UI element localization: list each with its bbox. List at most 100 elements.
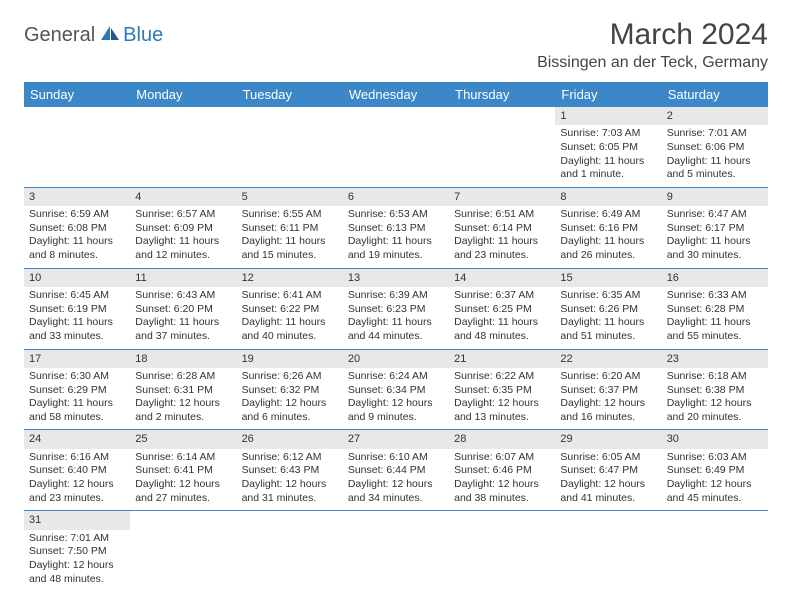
daylight-text: Daylight: 11 hours [29,235,125,249]
sunset-text: Sunset: 6:11 PM [242,222,338,236]
daylight-text: and 45 minutes. [667,492,763,506]
calendar-cell [662,511,768,591]
daylight-text: and 13 minutes. [454,411,550,425]
calendar-cell: 24Sunrise: 6:16 AMSunset: 6:40 PMDayligh… [24,430,130,511]
sunrise-text: Sunrise: 6:26 AM [242,370,338,384]
day-content: Sunrise: 6:49 AMSunset: 6:16 PMDaylight:… [555,206,661,268]
calendar-cell: 28Sunrise: 6:07 AMSunset: 6:46 PMDayligh… [449,430,555,511]
location: Bissingen an der Teck, Germany [537,54,768,72]
day-content: Sunrise: 6:57 AMSunset: 6:09 PMDaylight:… [130,206,236,268]
daylight-text: and 9 minutes. [348,411,444,425]
day-content: Sunrise: 6:43 AMSunset: 6:20 PMDaylight:… [130,287,236,349]
day-number: 10 [24,269,130,287]
sunset-text: Sunset: 6:29 PM [29,384,125,398]
daylight-text: Daylight: 12 hours [348,397,444,411]
calendar-cell: 14Sunrise: 6:37 AMSunset: 6:25 PMDayligh… [449,268,555,349]
daylight-text: and 2 minutes. [135,411,231,425]
sunset-text: Sunset: 6:40 PM [29,464,125,478]
sunrise-text: Sunrise: 7:01 AM [29,532,125,546]
day-content: Sunrise: 6:39 AMSunset: 6:23 PMDaylight:… [343,287,449,349]
sunrise-text: Sunrise: 6:35 AM [560,289,656,303]
sunrise-text: Sunrise: 6:07 AM [454,451,550,465]
daylight-text: and 58 minutes. [29,411,125,425]
logo-text-general: General [24,24,95,47]
sunset-text: Sunset: 6:20 PM [135,303,231,317]
sunrise-text: Sunrise: 6:41 AM [242,289,338,303]
daylight-text: Daylight: 12 hours [667,478,763,492]
calendar-cell [130,107,236,187]
calendar-cell: 3Sunrise: 6:59 AMSunset: 6:08 PMDaylight… [24,187,130,268]
day-content: Sunrise: 6:07 AMSunset: 6:46 PMDaylight:… [449,449,555,511]
day-number: 30 [662,430,768,448]
day-number: 24 [24,430,130,448]
day-content: Sunrise: 6:45 AMSunset: 6:19 PMDaylight:… [24,287,130,349]
daylight-text: and 23 minutes. [454,249,550,263]
calendar-cell: 21Sunrise: 6:22 AMSunset: 6:35 PMDayligh… [449,349,555,430]
daylight-text: Daylight: 11 hours [242,316,338,330]
calendar-cell: 12Sunrise: 6:41 AMSunset: 6:22 PMDayligh… [237,268,343,349]
day-number: 25 [130,430,236,448]
calendar-body: 1Sunrise: 7:03 AMSunset: 6:05 PMDaylight… [24,107,768,591]
daylight-text: and 19 minutes. [348,249,444,263]
calendar-cell: 4Sunrise: 6:57 AMSunset: 6:09 PMDaylight… [130,187,236,268]
day-number: 23 [662,350,768,368]
sunset-text: Sunset: 6:05 PM [560,141,656,155]
day-number: 16 [662,269,768,287]
day-number: 3 [24,188,130,206]
daylight-text: Daylight: 11 hours [135,235,231,249]
day-number: 5 [237,188,343,206]
sunrise-text: Sunrise: 6:45 AM [29,289,125,303]
calendar-row: 3Sunrise: 6:59 AMSunset: 6:08 PMDaylight… [24,187,768,268]
daylight-text: Daylight: 12 hours [560,397,656,411]
sunset-text: Sunset: 6:25 PM [454,303,550,317]
daylight-text: Daylight: 12 hours [667,397,763,411]
day-number: 26 [237,430,343,448]
day-number: 7 [449,188,555,206]
calendar-row: 31Sunrise: 7:01 AMSunset: 7:50 PMDayligh… [24,511,768,591]
sunrise-text: Sunrise: 6:12 AM [242,451,338,465]
daylight-text: Daylight: 11 hours [348,235,444,249]
calendar-cell: 6Sunrise: 6:53 AMSunset: 6:13 PMDaylight… [343,187,449,268]
sunrise-text: Sunrise: 6:39 AM [348,289,444,303]
calendar-cell [343,107,449,187]
sunrise-text: Sunrise: 6:33 AM [667,289,763,303]
sunrise-text: Sunrise: 6:30 AM [29,370,125,384]
day-content: Sunrise: 6:22 AMSunset: 6:35 PMDaylight:… [449,368,555,430]
daylight-text: Daylight: 12 hours [135,397,231,411]
day-number: 22 [555,350,661,368]
calendar-cell: 20Sunrise: 6:24 AMSunset: 6:34 PMDayligh… [343,349,449,430]
daylight-text: and 16 minutes. [560,411,656,425]
header: General Blue March 2024 Bissingen an der… [24,18,768,72]
day-content: Sunrise: 6:37 AMSunset: 6:25 PMDaylight:… [449,287,555,349]
daylight-text: Daylight: 11 hours [348,316,444,330]
day-number: 13 [343,269,449,287]
calendar-cell: 1Sunrise: 7:03 AMSunset: 6:05 PMDaylight… [555,107,661,187]
day-number: 8 [555,188,661,206]
daylight-text: and 12 minutes. [135,249,231,263]
daylight-text: Daylight: 11 hours [560,235,656,249]
daylight-text: Daylight: 11 hours [135,316,231,330]
calendar-cell: 11Sunrise: 6:43 AMSunset: 6:20 PMDayligh… [130,268,236,349]
calendar-cell: 2Sunrise: 7:01 AMSunset: 6:06 PMDaylight… [662,107,768,187]
daylight-text: Daylight: 12 hours [560,478,656,492]
daylight-text: Daylight: 11 hours [667,155,763,169]
sail-icon [99,24,121,47]
sunrise-text: Sunrise: 6:28 AM [135,370,231,384]
day-number: 29 [555,430,661,448]
day-content: Sunrise: 6:16 AMSunset: 6:40 PMDaylight:… [24,449,130,511]
day-number: 31 [24,511,130,529]
daylight-text: and 34 minutes. [348,492,444,506]
calendar-cell: 9Sunrise: 6:47 AMSunset: 6:17 PMDaylight… [662,187,768,268]
daylight-text: Daylight: 12 hours [29,559,125,573]
sunset-text: Sunset: 6:13 PM [348,222,444,236]
sunset-text: Sunset: 6:26 PM [560,303,656,317]
calendar-cell: 18Sunrise: 6:28 AMSunset: 6:31 PMDayligh… [130,349,236,430]
day-content: Sunrise: 6:59 AMSunset: 6:08 PMDaylight:… [24,206,130,268]
daylight-text: and 20 minutes. [667,411,763,425]
weekday-header: Sunday [24,82,130,107]
title-block: March 2024 Bissingen an der Teck, German… [537,18,768,72]
daylight-text: Daylight: 11 hours [560,155,656,169]
day-content: Sunrise: 6:55 AMSunset: 6:11 PMDaylight:… [237,206,343,268]
day-number: 4 [130,188,236,206]
calendar-row: 1Sunrise: 7:03 AMSunset: 6:05 PMDaylight… [24,107,768,187]
